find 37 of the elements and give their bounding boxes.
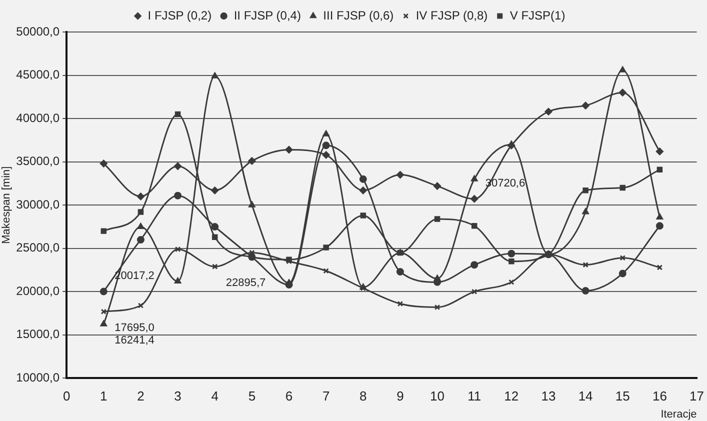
data-label: 16241,4 <box>114 334 154 347</box>
x-tick-label: 14 <box>578 388 593 404</box>
x-tick-label: 12 <box>504 388 519 404</box>
x-tick-label: 5 <box>248 388 256 404</box>
y-tick-label: 35000,0 <box>16 154 60 168</box>
x-tick-label: 9 <box>396 388 404 404</box>
y-tick-label: 20000,0 <box>16 284 60 298</box>
x-tick-label: 0 <box>62 388 70 404</box>
y-tick-label: 45000,0 <box>16 68 60 82</box>
x-tick-label: 4 <box>211 388 218 404</box>
y-tick-label: 25000,0 <box>16 240 60 255</box>
x-tick-label: 3 <box>174 388 182 404</box>
x-tick-label: 7 <box>322 388 330 404</box>
y-tick-label: 15000,0 <box>16 327 60 342</box>
legend-label: IV FJSP (0,8) <box>416 8 488 22</box>
legend-label: III FJSP (0,6) <box>323 8 394 22</box>
legend-label: V FJSP(1) <box>510 8 566 22</box>
x-tick-label: 2 <box>137 388 144 404</box>
y-axis-title: Makespan [min] <box>0 166 13 244</box>
x-axis-title: Iteracje <box>660 408 697 420</box>
x-tick-label: 6 <box>285 388 293 404</box>
y-tick-label: 40000,0 <box>16 110 60 125</box>
y-tick-label: 50000,0 <box>16 24 60 38</box>
legend-label: I FJSP (0,2) <box>148 8 212 22</box>
y-tick-label: 30000,0 <box>16 197 60 212</box>
legend-label: II FJSP (0,4) <box>234 8 301 22</box>
x-tick-label: 15 <box>615 388 630 404</box>
x-tick-label: 16 <box>652 388 667 404</box>
y-tick-label: 10000,0 <box>16 370 60 385</box>
x-tick-label: 1 <box>100 388 108 404</box>
data-label: 22895,7 <box>226 277 266 290</box>
x-tick-label: 13 <box>541 388 556 404</box>
x-tick-label: 17 <box>690 388 704 404</box>
x-tick-label: 8 <box>360 388 367 404</box>
x-tick-label: 10 <box>430 388 445 404</box>
data-label: 17695,0 <box>114 322 154 334</box>
x-tick-label: 11 <box>468 388 482 404</box>
